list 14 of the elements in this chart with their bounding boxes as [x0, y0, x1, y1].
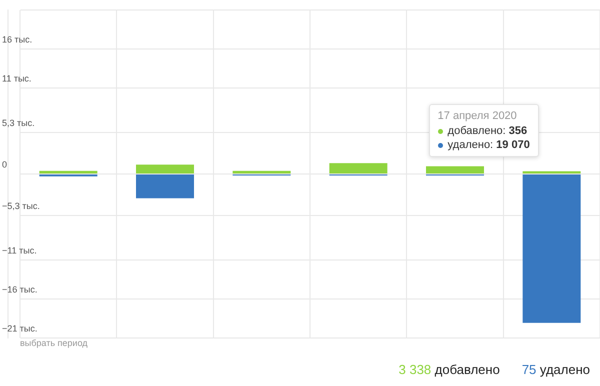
y-tick-label: −16 тыс.	[2, 284, 38, 294]
annotation: выбрать период	[20, 338, 88, 348]
y-tick-label: −5,3 тыс.	[2, 200, 40, 211]
text: 3 338 добавлено	[398, 362, 500, 377]
y-tick-label: 16 тыс.	[2, 34, 32, 45]
text: 75 удалено	[522, 362, 590, 377]
annotation: 17 апреля 2020	[438, 110, 518, 122]
y-tick-label: −21 тыс.	[2, 323, 38, 334]
y-tick-label: 5,3 тыс.	[2, 118, 35, 128]
y-tick-label: 0	[2, 159, 8, 170]
y-tick-label: 11 тыс.	[2, 74, 32, 84]
annotation: удалено: 19 070	[446, 139, 530, 151]
annotation: добавлено: 356	[446, 125, 528, 137]
y-tick-label: −11 тыс.	[2, 245, 37, 256]
